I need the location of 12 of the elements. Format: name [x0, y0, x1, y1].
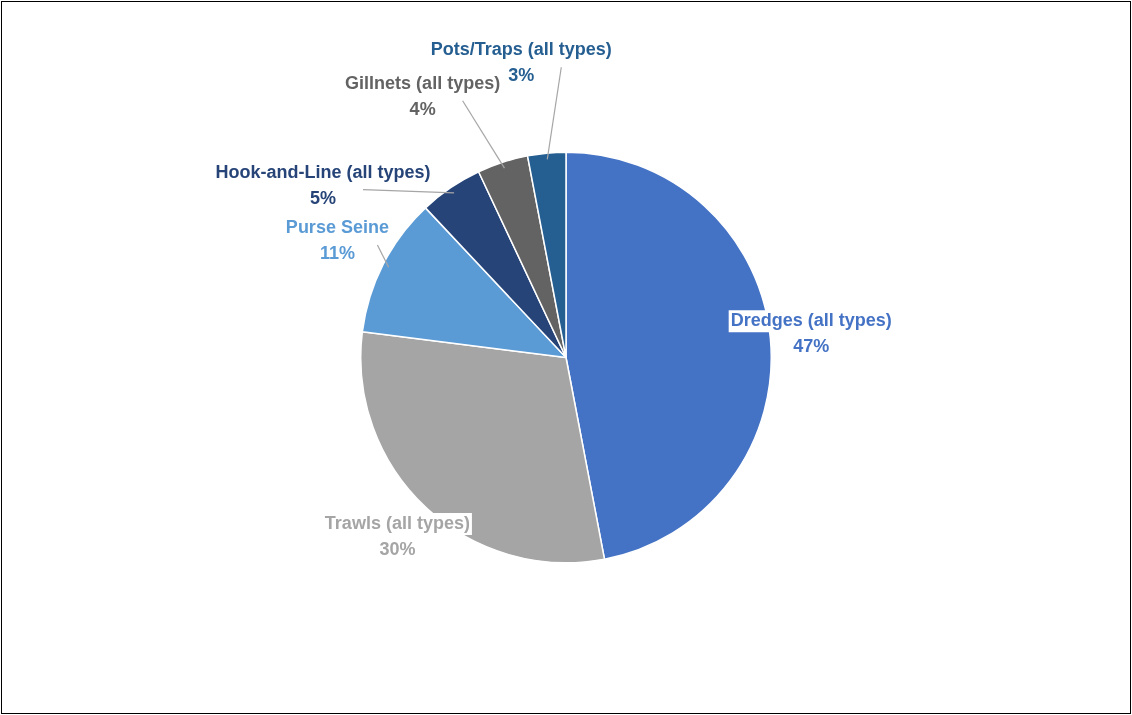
- data-label: 5%: [310, 187, 337, 208]
- slice-label: Dredges (all types): [730, 310, 892, 331]
- slice-label: Trawls (all types): [324, 513, 470, 534]
- slice-label: Gillnets (all types): [345, 72, 501, 93]
- data-label: 3%: [508, 65, 535, 86]
- data-label: 4%: [409, 98, 436, 119]
- slice-label: Hook-and-Line (all types): [215, 161, 431, 182]
- slice-label: Purse Seine: [285, 216, 389, 237]
- data-label: 30%: [379, 539, 416, 560]
- data-label: 11%: [319, 242, 355, 263]
- data-label: 47%: [793, 336, 830, 357]
- slice-label: Pots/Traps (all types): [430, 39, 612, 60]
